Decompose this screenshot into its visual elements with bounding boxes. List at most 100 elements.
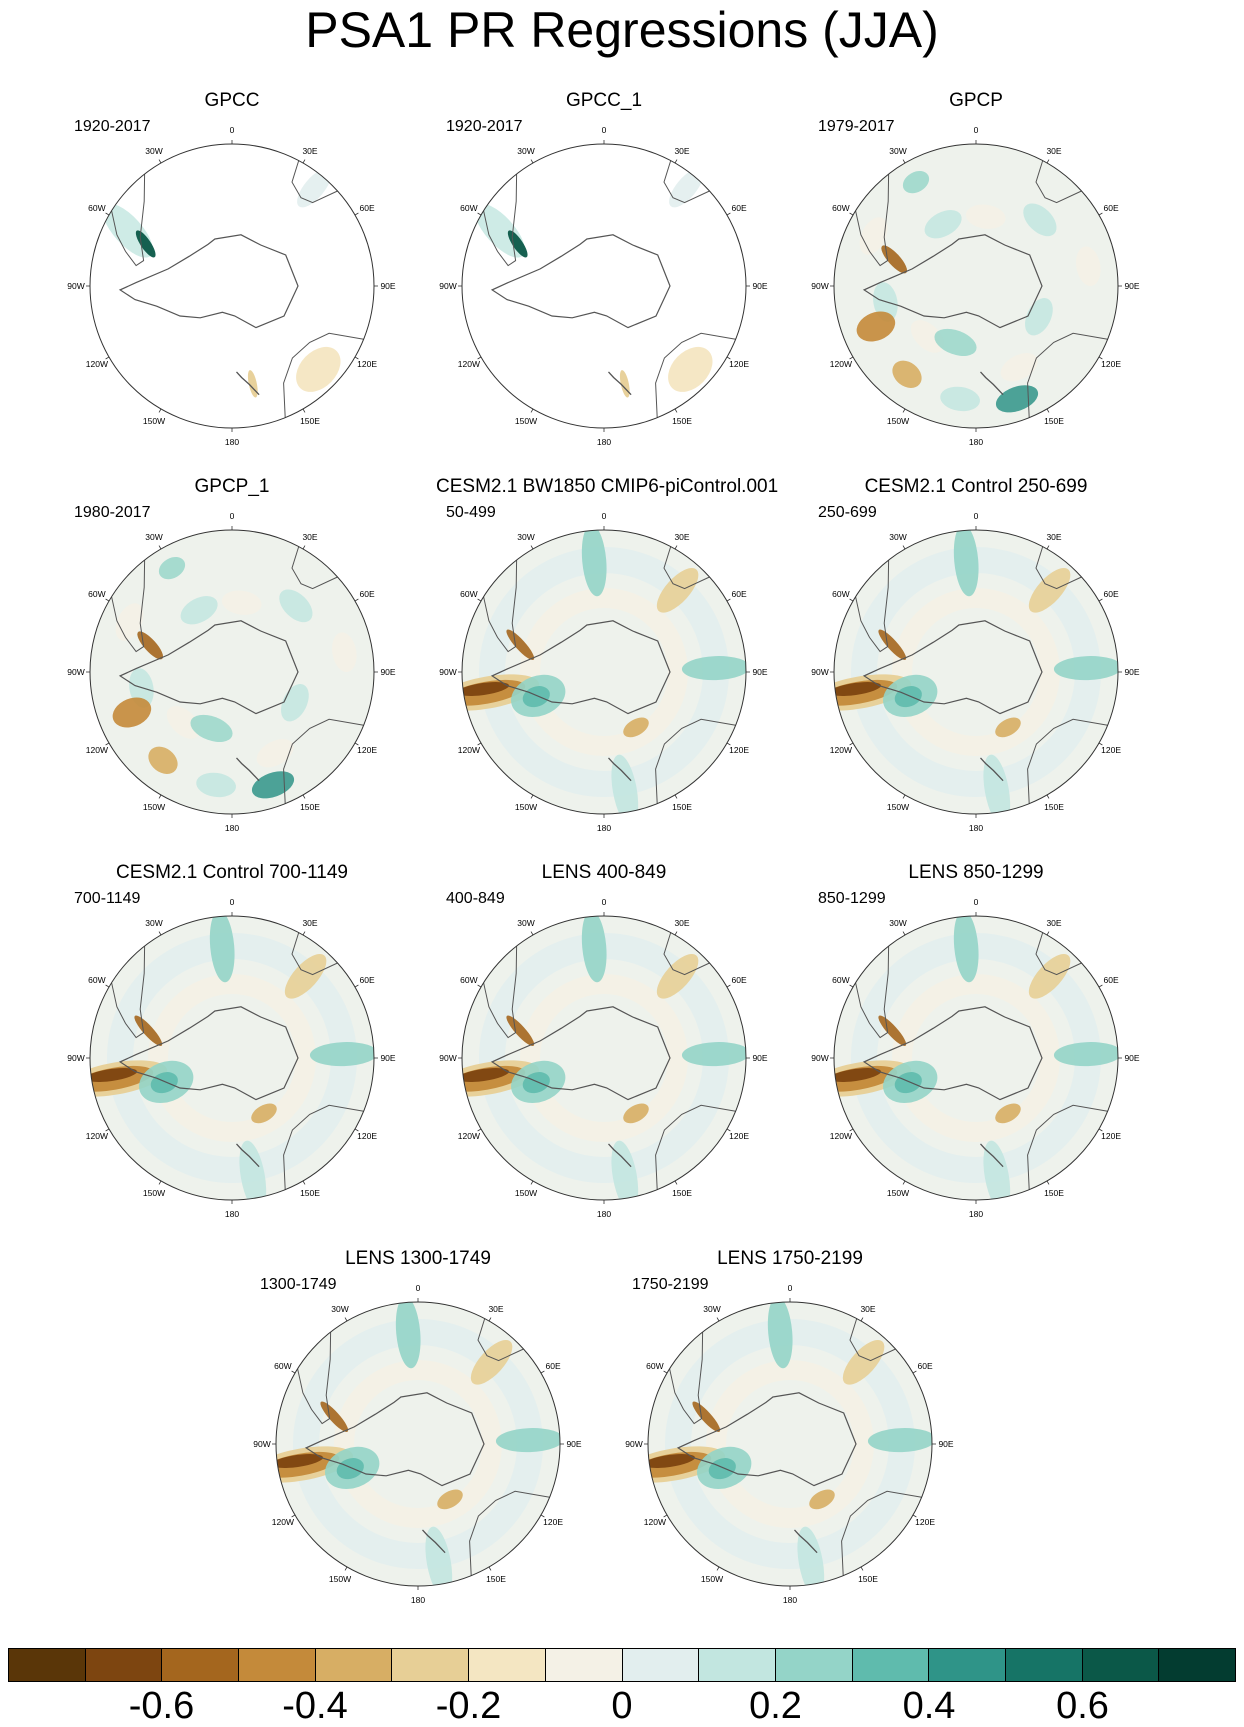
regression-contour <box>656 953 699 999</box>
longitude-label: 60W <box>88 589 105 599</box>
longitude-label: 120E <box>1101 745 1121 755</box>
regression-contour <box>134 1015 163 1047</box>
regression-contour <box>611 1140 639 1200</box>
australia-coastline <box>841 1490 922 1576</box>
antarctica-coastline <box>118 234 299 329</box>
regression-contour <box>148 746 178 774</box>
africa-coastline <box>1035 160 1082 204</box>
longitude-tick <box>860 1317 864 1322</box>
longitude-tick <box>902 408 906 413</box>
south-america-coastline <box>669 1332 704 1425</box>
africa-coastline <box>663 932 710 976</box>
longitude-label: 90W <box>67 667 84 677</box>
polar-map: 0 30E 60E 90E 120E 150E 180 150W 120W 90W 60W 30W <box>67 897 396 1219</box>
longitude-label: 60W <box>88 203 105 213</box>
longitude-tick <box>1046 159 1050 164</box>
regression-contour <box>934 328 977 356</box>
longitude-label: 30E <box>1046 918 1061 928</box>
antarctica-coastline <box>304 1392 485 1487</box>
regression-contour <box>158 556 186 580</box>
regression-contour <box>1023 203 1057 237</box>
longitude-tick <box>849 212 854 216</box>
longitude-label: 30E <box>860 1304 875 1314</box>
longitude-label: 120W <box>830 745 852 755</box>
longitude-label: 150W <box>329 1574 351 1584</box>
polar-map: 0 30E 60E 90E 120E 150E 180 150W 120W 90W 60W 30W <box>625 1283 954 1605</box>
longitude-label: 30E <box>302 918 317 928</box>
contour-layer <box>276 1302 560 1586</box>
new-zealand-coastline <box>980 371 1004 396</box>
regression-contour <box>867 1428 932 1453</box>
regression-contour <box>251 1103 277 1124</box>
longitude-label: 60W <box>646 1361 663 1371</box>
panel-title: LENS 1300-1749 <box>345 1248 491 1269</box>
new-zealand-coastline <box>608 1143 632 1168</box>
longitude-tick <box>344 1566 348 1571</box>
longitude-label: 30W <box>517 146 534 156</box>
longitude-label: 90W <box>67 1053 84 1063</box>
longitude-label: 150W <box>143 416 165 426</box>
longitude-label: 120E <box>357 359 377 369</box>
regression-contour <box>437 1489 463 1510</box>
regression-contour <box>1053 656 1118 681</box>
regression-contour <box>995 1103 1021 1124</box>
polar-map: 0 30E 60E 90E 120E 150E 180 150W 120W 90W 60W 30W <box>811 511 1140 833</box>
south-america-coastline <box>483 560 518 653</box>
polar-map: 0 30E 60E 90E 120E 150E 180 150W 120W 90W 60W 30W <box>439 897 768 1219</box>
longitude-tick <box>302 1180 306 1185</box>
panel-period: 50-499 <box>446 504 496 521</box>
longitude-label: 90E <box>752 1053 767 1063</box>
regression-contour <box>581 916 607 983</box>
longitude-label: 30W <box>517 532 534 542</box>
longitude-label: 90W <box>625 1439 642 1449</box>
australia-coastline <box>469 1490 550 1576</box>
longitude-label: 150E <box>672 416 692 426</box>
australia-coastline <box>1027 1104 1108 1190</box>
longitude-tick <box>1098 598 1103 602</box>
panel-title: GPCC_1 <box>565 90 643 111</box>
figure-title: PSA1 PR Regressions (JJA) <box>305 2 939 58</box>
colorbar-segment <box>852 1649 930 1681</box>
regression-contour <box>462 682 509 696</box>
south-america-coastline <box>855 946 890 1039</box>
panel-title: GPCC <box>204 90 260 111</box>
longitude-label: 90W <box>439 667 456 677</box>
longitude-label: 30W <box>703 1304 720 1314</box>
panel-title: CESM2.1 Control 250-699 <box>864 476 1088 497</box>
longitude-label: 120W <box>272 1517 294 1527</box>
panel-title: GPCP <box>949 90 1003 111</box>
longitude-label: 120W <box>86 745 108 755</box>
polar-map: 0 30E 60E 90E 120E 150E 180 150W 120W 90W 60W 30W <box>811 897 1140 1219</box>
longitude-tick <box>105 984 110 988</box>
longitude-tick <box>158 1180 162 1185</box>
regression-contour <box>137 631 164 660</box>
regression-contour <box>892 360 922 388</box>
longitude-label: 180 <box>783 1595 797 1605</box>
colorbar-segment <box>1082 1649 1160 1681</box>
map-panel-gpcp-1: GPCP_1 1980-2017 0 30E 60E 90E 120E 150E 180 15… <box>64 476 400 846</box>
longitude-label: 90E <box>566 1439 581 1449</box>
longitude-label: 180 <box>597 1209 611 1219</box>
africa-coastline <box>1035 932 1082 976</box>
longitude-label: 150W <box>701 1574 723 1584</box>
antarctica-coastline <box>118 620 299 715</box>
longitude-label: 90W <box>811 281 828 291</box>
australia-coastline <box>655 332 736 418</box>
africa-coastline <box>291 546 338 590</box>
panel-title: CESM2.1 Control 700-1149 <box>116 862 348 883</box>
longitude-label: 90E <box>1124 667 1139 677</box>
longitude-label: 30E <box>674 532 689 542</box>
south-america-coastline <box>483 946 518 1039</box>
longitude-label: 60W <box>832 589 849 599</box>
colorbar-segment <box>162 1649 240 1681</box>
longitude-tick <box>477 742 482 746</box>
polar-map: 0 30E 60E 90E 120E 150E 180 150W 120W 90W 60W 30W <box>67 511 396 833</box>
australia-coastline <box>283 718 364 804</box>
longitude-label: 60W <box>832 975 849 985</box>
polar-map: 0 30E 60E 90E 120E 150E 180 150W 120W 90W 60W 30W <box>439 511 768 833</box>
contour-layer <box>90 916 374 1200</box>
longitude-label: 180 <box>597 437 611 447</box>
australia-coastline <box>283 1104 364 1190</box>
regression-contour <box>284 953 327 999</box>
new-zealand-coastline <box>794 1529 818 1554</box>
